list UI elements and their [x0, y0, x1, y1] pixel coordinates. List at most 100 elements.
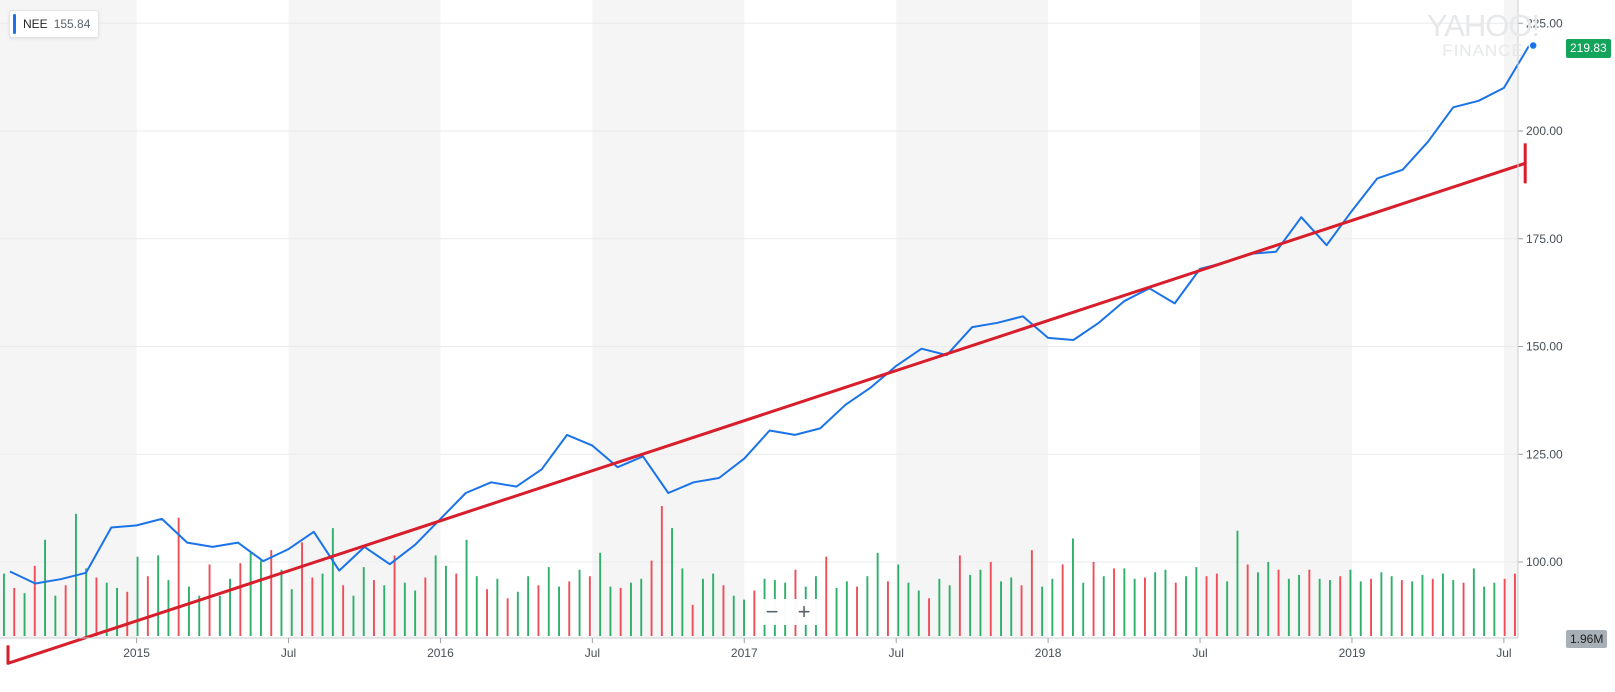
- y-tick-label: 125.00: [1526, 447, 1563, 461]
- x-tick-label: Jul: [1496, 646, 1511, 660]
- volume-bar: [1493, 582, 1496, 636]
- period-band: [1503, 0, 1518, 638]
- volume-bar: [290, 589, 293, 636]
- volume-bar: [527, 576, 530, 636]
- volume-bar: [753, 590, 756, 636]
- volume-bar: [321, 573, 324, 636]
- volume-bar: [64, 585, 67, 636]
- volume-bar: [958, 555, 961, 636]
- trend-line: [6, 161, 1527, 665]
- volume-bar: [516, 591, 519, 636]
- volume-bar: [1195, 567, 1198, 636]
- volume-bar: [568, 581, 571, 636]
- volume-bar: [691, 604, 694, 636]
- volume-bar: [239, 563, 242, 636]
- legend-chip[interactable]: NEE 155.84: [9, 10, 100, 38]
- watermark-line2: FINANCE: [1442, 41, 1524, 60]
- volume-bar: [424, 577, 427, 636]
- volume-bar: [342, 585, 345, 636]
- volume-bar: [486, 589, 488, 636]
- volume-bar: [1174, 582, 1177, 636]
- volume-bar: [1329, 580, 1331, 636]
- horizontal-gridlines: [0, 22, 1518, 563]
- x-tick-label: Jul: [889, 646, 904, 660]
- period-band: [896, 0, 1049, 638]
- volume-bar: [1277, 569, 1280, 636]
- volume-bar: [198, 595, 201, 636]
- volume-bar: [1287, 578, 1290, 636]
- volume-bar: [311, 577, 314, 636]
- volume-bar: [1133, 578, 1136, 636]
- x-tick-label: 2017: [731, 646, 758, 660]
- volume-bar: [301, 542, 303, 636]
- volume-bar: [85, 568, 88, 636]
- volume-bar: [537, 585, 540, 636]
- volume-bar: [1113, 568, 1115, 636]
- volume-bar: [280, 569, 283, 636]
- x-tick-label: Jul: [281, 646, 296, 660]
- zoom-in-button[interactable]: +: [797, 599, 811, 624]
- volume-bar: [1359, 581, 1362, 636]
- volume-bar: [1061, 564, 1064, 636]
- period-band: [592, 0, 745, 638]
- volume-bar: [414, 590, 417, 636]
- volume-bar: [270, 550, 273, 636]
- volume-bar: [1123, 568, 1126, 636]
- x-tick-label: Jul: [1192, 646, 1207, 660]
- y-tick-label: 200.00: [1526, 124, 1563, 138]
- volume-bar: [373, 580, 375, 636]
- volume-bar: [105, 582, 108, 636]
- volume-bar: [1514, 573, 1516, 636]
- volume-bar: [547, 567, 550, 636]
- volume-bar: [928, 598, 930, 636]
- volume-bar: [722, 585, 725, 636]
- volume-bar: [1020, 585, 1023, 636]
- volume-bar: [1041, 586, 1044, 636]
- volume-bar: [1144, 577, 1146, 636]
- y-tick-label: 100.00: [1526, 555, 1563, 569]
- volume-bar: [712, 573, 715, 636]
- legend-color-swatch: [13, 14, 16, 34]
- volume-bar: [1308, 569, 1311, 636]
- volume-bar: [1082, 582, 1085, 636]
- volume-bar: [825, 556, 828, 636]
- volume-bar: [989, 561, 992, 636]
- volume-bar: [619, 587, 622, 636]
- legend-symbol: NEE: [23, 17, 48, 31]
- volume-bar: [702, 578, 704, 636]
- volume-bar: [948, 585, 951, 636]
- volume-bar: [146, 576, 149, 636]
- volume-bar: [177, 517, 180, 636]
- volume-bar: [1226, 581, 1229, 636]
- volume-bar: [1483, 586, 1486, 636]
- volume-bar: [660, 506, 663, 636]
- volume-bar: [1154, 572, 1157, 636]
- volume-bar: [979, 569, 982, 636]
- volume-bar: [1380, 572, 1383, 636]
- volume-bar: [558, 586, 560, 636]
- trend-line-group: [6, 143, 1527, 665]
- volume-bar: [1503, 578, 1506, 636]
- volume-bar: [44, 539, 46, 636]
- volume-bar: [475, 576, 478, 636]
- legend-value: 155.84: [53, 17, 91, 31]
- volume-bar: [1349, 569, 1352, 636]
- volume-bar: [1472, 568, 1475, 636]
- volume-bar: [455, 573, 458, 636]
- volume-bar: [249, 552, 252, 636]
- volume-bar: [1215, 573, 1218, 636]
- zoom-out-button[interactable]: −: [765, 599, 779, 624]
- volume-bar: [1298, 574, 1300, 636]
- volume-bar: [188, 586, 190, 636]
- volume-bar: [578, 569, 581, 636]
- volume-bar: [1010, 577, 1013, 636]
- volume-bar: [33, 565, 36, 636]
- x-axis: 2015 Jul 2016 Jul 2017 Jul 2018 Jul 2019 Jul: [0, 637, 1518, 660]
- volume-bar: [856, 586, 858, 636]
- volume-bar: [938, 578, 941, 636]
- y-tick-label: 175.00: [1526, 232, 1563, 246]
- volume-bar: [496, 578, 499, 636]
- volume-bar: [136, 556, 139, 636]
- volume-bar: [506, 598, 509, 636]
